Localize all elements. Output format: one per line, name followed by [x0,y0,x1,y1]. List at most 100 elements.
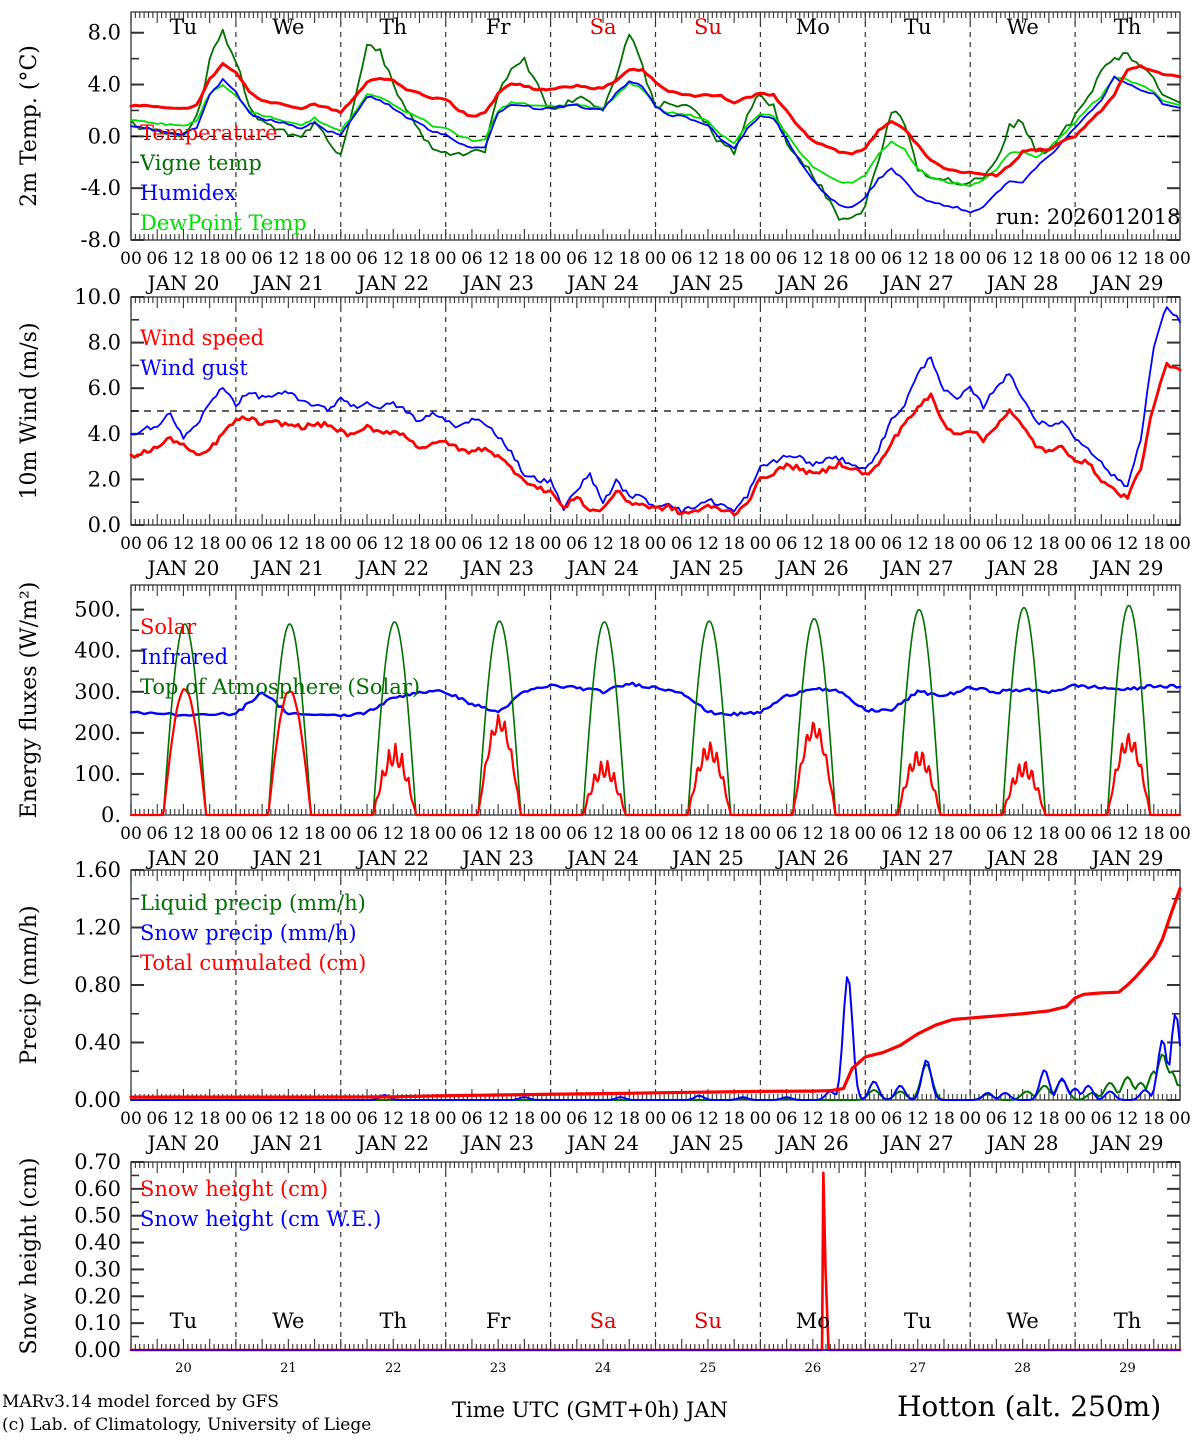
panel-5: 0.00 0.10 0.20 0.300.40 0.50 0.60 0.70 Snow hei… [17,1150,1181,1362]
legend-entry: Temperature [140,121,278,145]
y-tick-label: 0.30 [74,1257,121,1281]
x-hour-label: 00 [120,824,142,844]
x-day-label: JAN 28 [985,271,1059,295]
x-hour-label: 12 [1117,824,1139,844]
x-day-label: JAN 21 [250,556,324,580]
x-day-label: JAN 24 [565,1131,639,1155]
x-hour-label: 00 [854,824,876,844]
x-hour-label: 18 [304,824,326,844]
x-hour-label: 06 [461,824,483,844]
x-hour-label: 06 [986,824,1008,844]
x-hour-label: 12 [173,1109,195,1129]
x-hour-label: 18 [1143,824,1165,844]
x-hour-label: 12 [907,824,929,844]
x-hour-label: 06 [671,1109,693,1129]
x-hour-label: 12 [382,1109,404,1129]
x-hour-label: 18 [1143,249,1165,269]
y-axis-title: Precip (mm/h) [17,905,42,1064]
x-hour-label: 12 [592,1109,614,1129]
x-hour-label: 18 [304,1109,326,1129]
x-hour-label: 06 [356,824,378,844]
series-humidex [130,75,1181,214]
x-hour-label: 06 [776,534,798,554]
x-hour-label: 18 [1143,534,1165,554]
x-day-label: JAN 28 [985,556,1059,580]
x-hour-label: 00 [120,1109,142,1129]
x-hour-label: 06 [776,824,798,844]
x-hour-label: 12 [802,824,824,844]
y-tick-label: 100. [74,762,121,786]
panel-1: -8.0 -4.0 0.0 4.0 8.0 2m Temp. (°C) [17,11,1181,252]
x-day-label: JAN 23 [460,1131,534,1155]
x-hour-label: 06 [251,1109,273,1129]
x-hour-label: 12 [1012,534,1034,554]
x-day-label: JAN 27 [880,846,954,870]
x-hour-label: 18 [618,249,640,269]
x-hour-label: 18 [199,534,221,554]
dow-label: Tu [170,1309,198,1333]
x-hour-label: 00 [750,534,772,554]
x-hour-label: 12 [592,824,614,844]
x-hour-label: 06 [251,824,273,844]
x-hour-label: 06 [881,534,903,554]
series-total-cumulated [129,887,1182,1099]
dow-label: We [272,1309,304,1333]
x-hour-label: 00 [959,1109,981,1129]
x-hour-label: 18 [1038,249,1060,269]
x-hour-label: 06 [356,249,378,269]
x-hour-label: 12 [697,824,719,844]
x-hour-label: 06 [146,534,168,554]
x-day-label: JAN 26 [775,846,849,870]
x-hour-label: 18 [199,824,221,844]
x-day-number: 27 [909,1361,926,1376]
panel-3-series [129,604,1182,817]
panel-2: 0.0 2.0 4.0 6.0 8.0 10.0 10m Wind (m/s) [17,285,1181,537]
x-hour-label: 06 [881,824,903,844]
x-hour-label: 00 [120,534,142,554]
x-day-label: JAN 29 [1090,271,1164,295]
x-hour-label: 18 [514,824,536,844]
x-hour-label: 12 [278,534,300,554]
x-hour-label: 12 [487,249,509,269]
x-hour-label: 00 [854,534,876,554]
x-hour-label: 00 [435,249,457,269]
x-hour-label: 12 [1117,534,1139,554]
dow-label: Th [1114,15,1142,39]
x-hour-label: 00 [750,824,772,844]
x-hour-label: 00 [540,249,562,269]
x-hour-label: 12 [802,249,824,269]
x-hour-label: 00 [435,1109,457,1129]
x-day-label: JAN 22 [355,556,429,580]
legend-entry: Snow height (cm) [140,1177,328,1201]
x-hour-label: 18 [618,534,640,554]
y-tick-label: 0.0 [88,124,121,148]
x-hour-label: 06 [566,1109,588,1129]
x-hour-label: 00 [750,1109,772,1129]
x-hour-label: 12 [487,1109,509,1129]
x-hour-label: 12 [173,249,195,269]
x-hour-label: 00 [854,1109,876,1129]
x-hour-label: 12 [697,249,719,269]
y-tick-label: 8.0 [88,21,121,45]
x-hour-label: 00 [540,534,562,554]
y-tick-label: 0.40 [74,1231,121,1255]
x-hour-label: 06 [1091,824,1113,844]
x-hour-label: 18 [409,1109,431,1129]
dow-label: We [1006,15,1038,39]
x-day-number: 28 [1014,1361,1031,1376]
x-hour-label: 00 [225,534,247,554]
y-tick-label: 1.60 [74,858,121,882]
x-day-label: JAN 22 [355,846,429,870]
x-hour-label: 12 [697,1109,719,1129]
dow-label: Mo [796,1309,830,1333]
y-axis-title: 10m Wind (m/s) [17,322,42,499]
x-hour-label: 18 [1038,824,1060,844]
x-hour-label: 00 [854,249,876,269]
x-hour-label: 18 [1038,534,1060,554]
y-axis-title: Energy fluxes (W/m²) [17,582,42,819]
x-hour-label: 18 [409,534,431,554]
y-tick-label: 2.0 [88,467,121,491]
x-hour-label: 12 [487,534,509,554]
x-day-label: JAN 26 [775,1131,849,1155]
